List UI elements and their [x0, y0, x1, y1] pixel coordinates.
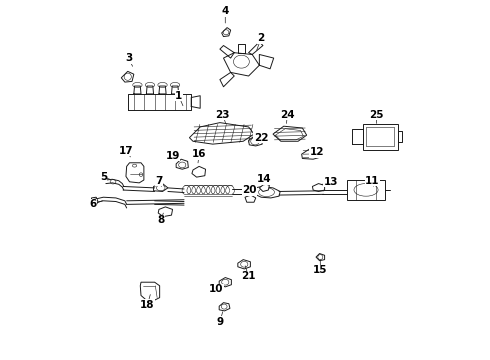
Polygon shape — [273, 126, 307, 141]
Text: 10: 10 — [209, 284, 223, 294]
Polygon shape — [153, 184, 168, 192]
Polygon shape — [347, 180, 385, 200]
Text: 24: 24 — [280, 110, 294, 120]
Text: 16: 16 — [192, 149, 206, 159]
Text: 23: 23 — [216, 110, 230, 120]
Polygon shape — [126, 163, 144, 183]
Text: 7: 7 — [155, 176, 163, 186]
Text: 19: 19 — [165, 150, 180, 161]
Polygon shape — [313, 184, 324, 192]
Text: 2: 2 — [258, 33, 265, 43]
Text: 11: 11 — [365, 176, 380, 186]
Polygon shape — [259, 184, 270, 192]
Polygon shape — [316, 253, 324, 261]
Text: 5: 5 — [100, 172, 107, 182]
Text: 8: 8 — [157, 215, 164, 225]
Polygon shape — [255, 186, 280, 198]
Polygon shape — [248, 136, 262, 146]
Polygon shape — [176, 159, 188, 169]
Polygon shape — [219, 303, 230, 311]
Polygon shape — [238, 260, 250, 269]
Text: 22: 22 — [254, 133, 269, 143]
Text: 15: 15 — [313, 265, 327, 275]
Polygon shape — [158, 207, 172, 217]
Text: 3: 3 — [125, 53, 132, 63]
Polygon shape — [92, 197, 98, 205]
Polygon shape — [192, 166, 205, 177]
Text: 12: 12 — [310, 147, 324, 157]
Text: 14: 14 — [257, 174, 271, 184]
Text: 21: 21 — [242, 271, 256, 281]
Text: 18: 18 — [140, 300, 155, 310]
Text: 9: 9 — [216, 317, 223, 327]
Text: 6: 6 — [89, 199, 96, 210]
Polygon shape — [223, 53, 259, 76]
Polygon shape — [302, 148, 322, 159]
Text: 4: 4 — [221, 6, 229, 17]
Polygon shape — [219, 278, 231, 287]
Polygon shape — [140, 282, 160, 300]
Text: 1: 1 — [175, 91, 182, 101]
Text: 20: 20 — [242, 185, 257, 195]
Text: 25: 25 — [368, 110, 383, 120]
Polygon shape — [363, 124, 398, 149]
Polygon shape — [245, 195, 256, 202]
Text: 17: 17 — [119, 145, 133, 156]
Text: 13: 13 — [324, 177, 338, 187]
Polygon shape — [190, 123, 254, 144]
Polygon shape — [122, 71, 134, 82]
Polygon shape — [221, 28, 231, 37]
